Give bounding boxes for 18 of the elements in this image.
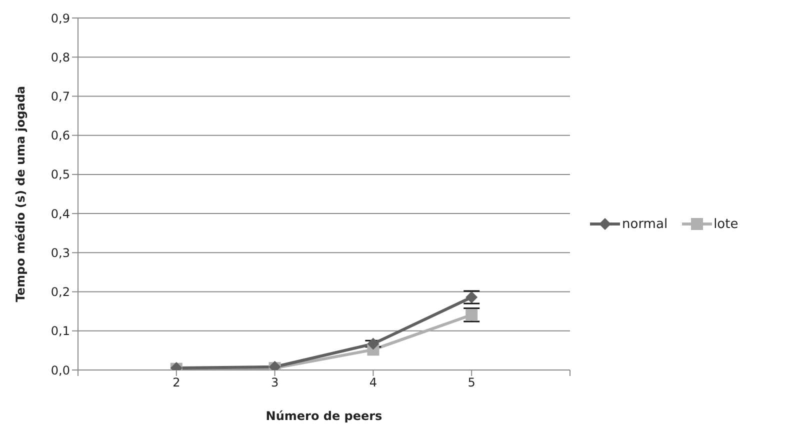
y-tick-label: 0,6 [50, 128, 70, 143]
y-tick-label: 0,7 [50, 89, 70, 104]
y-tick-label: 0,9 [50, 11, 70, 26]
legend-label: normal [621, 216, 668, 232]
y-tick-label: 0,3 [50, 246, 70, 260]
y-tick-label: 0,5 [50, 168, 70, 182]
legend-label: lote [712, 216, 738, 232]
y-tick-label: 0,4 [50, 206, 70, 221]
y-axis-title: Tempo médio (s) de uma jogada [13, 86, 28, 302]
y-tick-label: 0,8 [50, 50, 70, 64]
y-tick-label: 0,1 [50, 324, 70, 338]
x-axis-title: Número de peers [266, 409, 382, 423]
x-tick-label: 3 [270, 376, 279, 390]
y-tick-label: 0,0 [50, 363, 70, 378]
x-tick-label: 2 [172, 376, 180, 390]
y-tick-label: 0,2 [50, 285, 70, 300]
x-tick-label: 5 [468, 376, 476, 390]
x-tick-label: 4 [369, 376, 378, 390]
